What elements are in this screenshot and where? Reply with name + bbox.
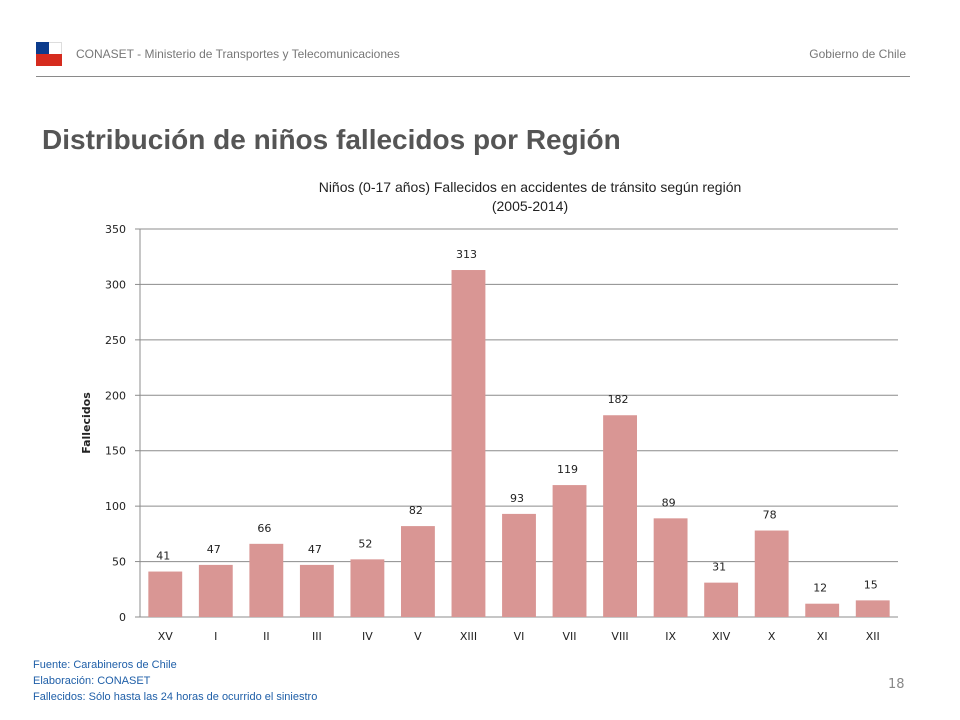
data-label: 12 xyxy=(813,582,827,595)
data-label: 47 xyxy=(308,543,322,556)
bar xyxy=(451,270,486,617)
x-tick-label: VII xyxy=(563,630,577,643)
data-label: 78 xyxy=(763,509,777,522)
data-label: 47 xyxy=(207,543,221,556)
y-tick-label: 150 xyxy=(105,445,126,458)
x-tick-label: VI xyxy=(514,630,525,643)
bar xyxy=(704,582,739,617)
data-label: 41 xyxy=(156,550,170,563)
bar xyxy=(401,526,435,617)
bar xyxy=(805,603,840,617)
y-tick-label: 350 xyxy=(105,223,126,236)
bar xyxy=(198,564,233,617)
x-tick-label: VIII xyxy=(611,630,628,643)
footnotes: Fuente: Carabineros de Chile Elaboración… xyxy=(33,657,317,705)
data-label: 313 xyxy=(456,248,477,261)
footnote-elaboration: Elaboración: CONASET xyxy=(33,675,151,687)
data-label: 182 xyxy=(608,393,629,406)
data-label: 31 xyxy=(712,561,726,574)
page-title: Distribución de niños fallecidos por Reg… xyxy=(42,124,621,155)
bar xyxy=(249,543,284,617)
bar xyxy=(299,564,334,617)
footnote-definition: Fallecidos: Sólo hasta las 24 horas de o… xyxy=(33,691,318,703)
x-tick-label: XI xyxy=(817,630,828,643)
x-tick-label: XIV xyxy=(712,630,731,643)
x-tick-label: XIII xyxy=(460,630,477,643)
header-gov: Gobierno de Chile xyxy=(809,47,906,61)
y-axis-label: Fallecidos xyxy=(80,392,93,454)
chile-flag-icon xyxy=(36,42,62,66)
x-tick-label: IX xyxy=(665,630,676,643)
y-tick-label: 200 xyxy=(105,389,126,402)
footnote-source: Fuente: Carabineros de Chile xyxy=(33,659,177,671)
data-label: 15 xyxy=(864,578,878,591)
x-tick-label: XV xyxy=(158,630,174,643)
page-number: 18 xyxy=(888,677,905,692)
y-tick-label: 300 xyxy=(105,278,126,291)
header-org: CONASET - Ministerio de Transportes y Te… xyxy=(76,47,400,61)
bar xyxy=(148,571,183,617)
chart-title-line2: (2005-2014) xyxy=(492,198,568,214)
bar xyxy=(855,600,890,617)
y-tick-label: 0 xyxy=(119,611,126,624)
data-label: 66 xyxy=(257,522,271,535)
y-tick-label: 250 xyxy=(105,334,126,347)
bar xyxy=(552,485,587,617)
data-label: 89 xyxy=(662,496,676,509)
bar xyxy=(603,415,637,617)
y-tick-label: 100 xyxy=(105,500,126,513)
data-label: 82 xyxy=(409,504,423,517)
x-tick-label: V xyxy=(414,630,422,643)
chart-title-line1: Niños (0-17 años) Fallecidos en accident… xyxy=(319,179,742,195)
header: CONASET - Ministerio de Transportes y Te… xyxy=(36,42,910,77)
y-tick-label: 50 xyxy=(112,556,126,569)
data-label: 52 xyxy=(358,537,372,550)
bar xyxy=(350,559,385,617)
x-tick-label: XII xyxy=(866,630,880,643)
bar xyxy=(653,518,688,617)
data-label: 93 xyxy=(510,492,524,505)
x-tick-label: I xyxy=(214,630,217,643)
x-tick-label: IV xyxy=(362,630,373,643)
bar xyxy=(502,513,536,617)
x-tick-label: X xyxy=(768,630,776,643)
x-tick-label: III xyxy=(312,630,322,643)
bar xyxy=(754,530,789,617)
x-tick-label: II xyxy=(263,630,270,643)
data-label: 119 xyxy=(557,463,578,476)
